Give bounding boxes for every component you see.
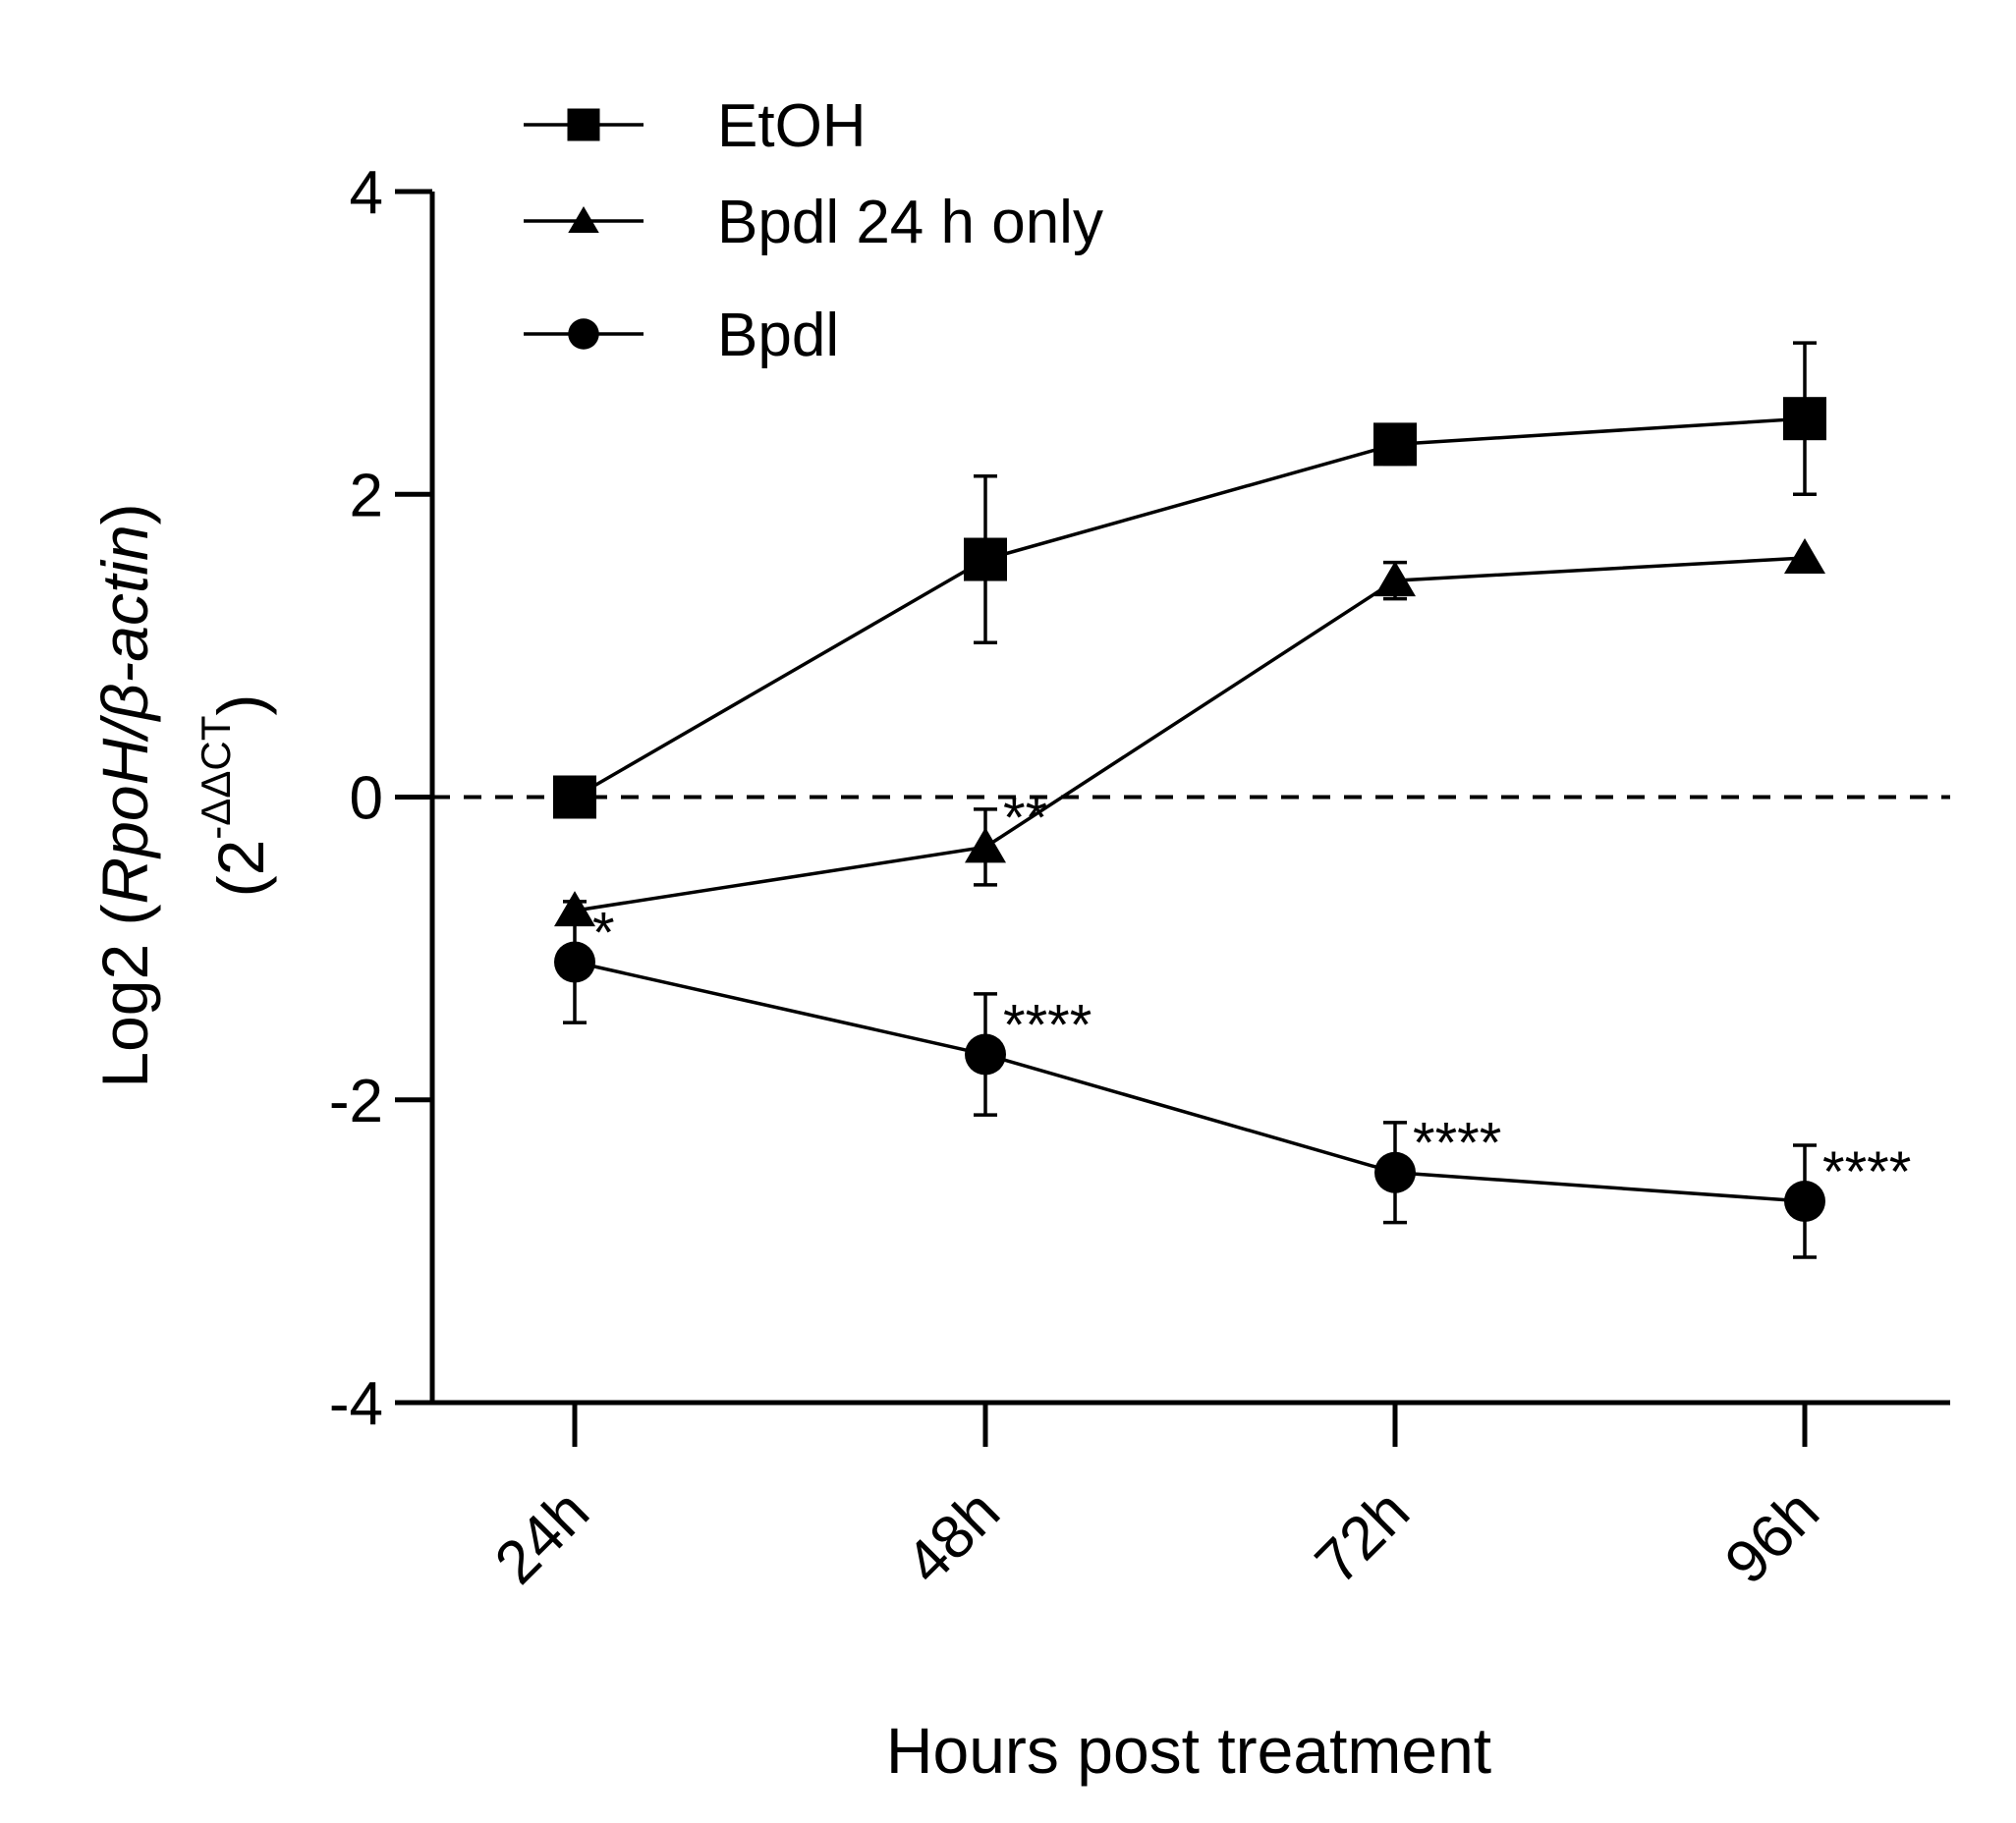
x-tick-label: 96h (1712, 1477, 1832, 1597)
data-point (1374, 561, 1416, 597)
significance-label: **** (1003, 994, 1092, 1058)
x-tick-label: 24h (482, 1477, 602, 1597)
data-point (1374, 1151, 1416, 1193)
x-tick-label: 48h (893, 1477, 1013, 1597)
y-axis-title-superscript: -ΔΔCT (193, 716, 239, 840)
x-axis-title: Hours post treatment (886, 1714, 1491, 1787)
legend-label: Bpdl 24 h only (717, 189, 1103, 256)
x-tick-label: 72h (1303, 1477, 1423, 1597)
series-line (574, 556, 1806, 912)
legend-marker (567, 108, 600, 141)
y-axis-title-prefix: Log2 ( (88, 904, 161, 1087)
series-line (574, 960, 1806, 1203)
data-point (554, 941, 595, 983)
legend: EtOH Bpdl 24 h only Bpdl (524, 92, 1103, 369)
data-point (964, 537, 1007, 581)
series-line (574, 416, 1806, 800)
legend-item: Bpdl 24 h only (524, 189, 1103, 256)
axes: 4 2 0 -2 -4 24h 48h 72h 96h (329, 159, 1950, 1597)
legend-label: EtOH (717, 92, 867, 160)
y-axis-title-line1: Log2 (RpoH/β-actin) (88, 503, 161, 1087)
legend-marker (568, 206, 599, 233)
legend-item: Bpdl (524, 302, 839, 369)
y-axis-title-italic: RpoH/β-actin (88, 525, 161, 904)
data-point (965, 1033, 1006, 1076)
y-axis-title: Log2 (RpoH/β-actin) (2-ΔΔCT) (88, 503, 277, 1087)
data-series: *********** **** (553, 341, 1911, 1259)
legend-item: EtOH (524, 92, 867, 160)
y-tick-label: -4 (329, 1370, 383, 1438)
significance-label: ** (1003, 786, 1047, 850)
y-tick-label: -2 (329, 1068, 383, 1135)
legend-label: Bpdl (717, 302, 839, 369)
series-triangle: ** (554, 537, 1825, 927)
legend-marker (568, 318, 599, 350)
significance-label: * (592, 901, 615, 965)
y-axis-title-line2: (2-ΔΔCT) (193, 694, 277, 898)
significance-label: **** (1822, 1140, 1911, 1204)
data-point (1784, 1181, 1825, 1223)
significance-label: **** (1413, 1112, 1501, 1176)
series-square (553, 341, 1826, 819)
data-point (1373, 422, 1417, 467)
data-point (1784, 537, 1825, 574)
y-axis-title-close: ) (204, 694, 277, 716)
series-circle: ********* **** (554, 900, 1911, 1259)
data-point (553, 775, 596, 819)
y-axis-title-suffix: ) (88, 503, 161, 525)
y-tick-label: 0 (350, 765, 383, 833)
y-tick-label: 2 (350, 462, 383, 529)
data-point (1783, 397, 1826, 441)
y-tick-label: 4 (350, 159, 383, 227)
y-axis-title-open: (2 (204, 840, 277, 898)
data-point (965, 827, 1006, 863)
